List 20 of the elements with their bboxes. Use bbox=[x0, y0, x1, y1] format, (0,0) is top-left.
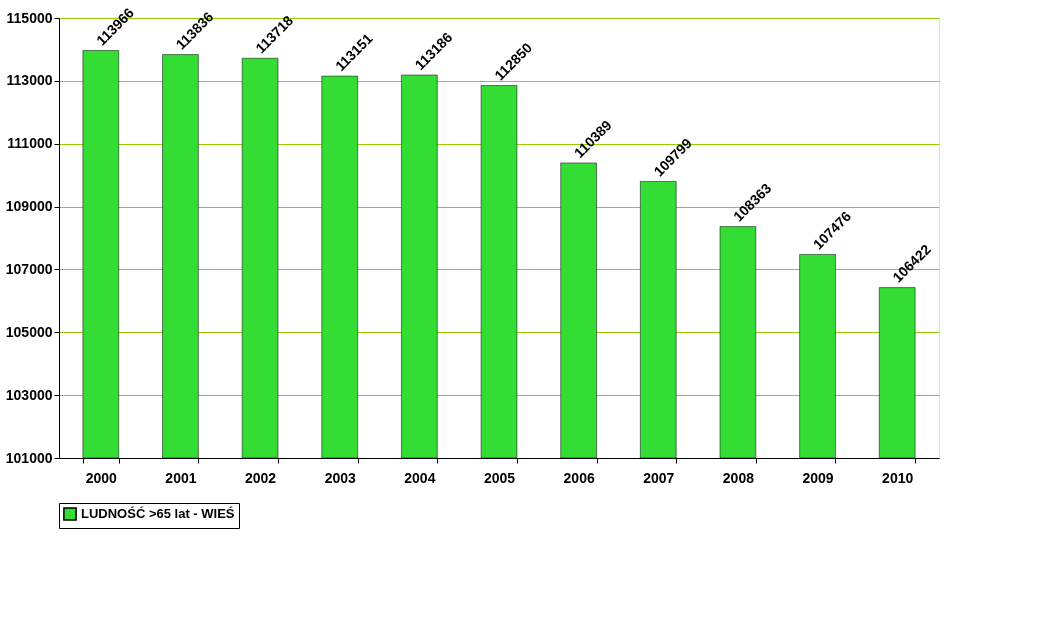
y-tick-label: 111000 bbox=[7, 135, 53, 152]
x-tick-label: 2006 bbox=[563, 469, 595, 486]
x-tick-label: 2004 bbox=[404, 469, 436, 486]
x-tick-label: 2001 bbox=[165, 469, 197, 486]
x-tick-label: 2010 bbox=[882, 469, 914, 486]
y-tick-label: 115000 bbox=[6, 9, 53, 26]
y-tick-label: 107000 bbox=[5, 260, 53, 277]
x-tick-label: 2000 bbox=[85, 469, 118, 486]
y-tick-label: 105000 bbox=[5, 323, 53, 340]
x-tick-label: 2005 bbox=[483, 469, 516, 486]
y-tick-label: 103000 bbox=[5, 386, 53, 403]
x-tick-label: 2003 bbox=[324, 469, 356, 486]
x-tick-label: 2008 bbox=[722, 469, 755, 486]
legend-label: LUDNOŚĆ >65 lat - WIEŚ bbox=[81, 506, 235, 521]
y-tick-label: 101000 bbox=[5, 449, 53, 466]
x-tick-label: 2009 bbox=[802, 469, 834, 486]
x-tick-label: 2007 bbox=[643, 469, 675, 486]
x-tick-label: 2002 bbox=[245, 469, 277, 486]
y-tick-label: 113000 bbox=[6, 72, 53, 89]
y-tick-label: 109000 bbox=[5, 198, 53, 215]
